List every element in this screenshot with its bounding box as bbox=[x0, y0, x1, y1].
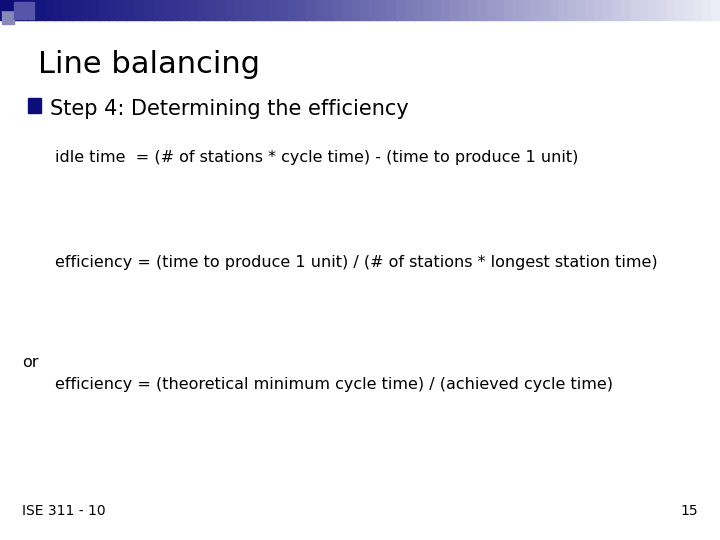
Text: ISE 311 - 10: ISE 311 - 10 bbox=[22, 504, 106, 518]
Bar bbox=[27, 0, 37, 20]
Bar bbox=[135, 0, 145, 20]
Bar bbox=[153, 0, 163, 20]
Bar bbox=[342, 0, 352, 20]
Bar bbox=[531, 0, 541, 20]
Bar bbox=[639, 0, 649, 20]
Bar bbox=[684, 0, 694, 20]
Bar bbox=[2, 10, 14, 24]
Bar bbox=[207, 0, 217, 20]
Bar bbox=[81, 0, 91, 20]
Bar bbox=[666, 0, 676, 20]
Bar bbox=[225, 0, 235, 20]
Text: 15: 15 bbox=[680, 504, 698, 518]
Bar bbox=[45, 0, 55, 20]
Bar bbox=[90, 0, 100, 20]
Bar bbox=[216, 0, 226, 20]
Bar bbox=[414, 0, 424, 20]
Bar bbox=[495, 0, 505, 20]
Bar bbox=[28, 98, 41, 113]
Bar bbox=[297, 0, 307, 20]
Bar bbox=[14, 2, 34, 19]
Bar bbox=[702, 0, 712, 20]
Bar bbox=[315, 0, 325, 20]
Bar bbox=[486, 0, 496, 20]
Bar bbox=[18, 0, 28, 20]
Bar bbox=[576, 0, 586, 20]
Bar bbox=[459, 0, 469, 20]
Bar bbox=[99, 0, 109, 20]
Bar bbox=[450, 0, 460, 20]
Bar bbox=[333, 0, 343, 20]
Bar bbox=[378, 0, 388, 20]
Bar bbox=[117, 0, 127, 20]
Text: idle time  = (# of stations * cycle time) - (time to produce 1 unit): idle time = (# of stations * cycle time)… bbox=[55, 150, 578, 165]
Bar bbox=[477, 0, 487, 20]
Bar bbox=[387, 0, 397, 20]
Bar bbox=[189, 0, 199, 20]
Bar bbox=[630, 0, 640, 20]
Bar bbox=[36, 0, 46, 20]
Bar bbox=[2, 0, 14, 10]
Bar bbox=[198, 0, 208, 20]
Bar bbox=[126, 0, 136, 20]
Bar bbox=[261, 0, 271, 20]
Bar bbox=[621, 0, 631, 20]
Bar bbox=[0, 0, 10, 20]
Bar bbox=[441, 0, 451, 20]
Bar bbox=[504, 0, 514, 20]
Bar bbox=[594, 0, 604, 20]
Bar bbox=[360, 0, 370, 20]
Bar bbox=[324, 0, 334, 20]
Bar bbox=[306, 0, 316, 20]
Bar bbox=[405, 0, 415, 20]
Bar bbox=[252, 0, 262, 20]
Bar bbox=[108, 0, 118, 20]
Bar bbox=[513, 0, 523, 20]
Bar bbox=[171, 0, 181, 20]
Bar bbox=[72, 0, 82, 20]
Bar bbox=[585, 0, 595, 20]
Text: Step 4: Determining the efficiency: Step 4: Determining the efficiency bbox=[50, 99, 409, 119]
Bar bbox=[351, 0, 361, 20]
Text: efficiency = (time to produce 1 unit) / (# of stations * longest station time): efficiency = (time to produce 1 unit) / … bbox=[55, 255, 657, 270]
Bar bbox=[9, 0, 19, 20]
Bar bbox=[549, 0, 559, 20]
Bar bbox=[675, 0, 685, 20]
Bar bbox=[540, 0, 550, 20]
Bar bbox=[522, 0, 532, 20]
Bar bbox=[288, 0, 298, 20]
Bar bbox=[603, 0, 613, 20]
Bar bbox=[612, 0, 622, 20]
Text: Line balancing: Line balancing bbox=[38, 50, 260, 79]
Bar bbox=[162, 0, 172, 20]
Bar bbox=[657, 0, 667, 20]
Bar bbox=[693, 0, 703, 20]
Bar bbox=[279, 0, 289, 20]
Bar bbox=[63, 0, 73, 20]
Bar bbox=[396, 0, 406, 20]
Bar bbox=[234, 0, 244, 20]
Bar bbox=[54, 0, 64, 20]
Bar bbox=[369, 0, 379, 20]
Bar bbox=[432, 0, 442, 20]
Bar bbox=[567, 0, 577, 20]
Text: efficiency = (theoretical minimum cycle time) / (achieved cycle time): efficiency = (theoretical minimum cycle … bbox=[55, 377, 613, 392]
Bar bbox=[468, 0, 478, 20]
Bar bbox=[558, 0, 568, 20]
Bar bbox=[243, 0, 253, 20]
Bar bbox=[144, 0, 154, 20]
Text: or: or bbox=[22, 355, 38, 370]
Bar bbox=[648, 0, 658, 20]
Bar bbox=[180, 0, 190, 20]
Bar bbox=[270, 0, 280, 20]
Bar bbox=[711, 0, 720, 20]
Bar bbox=[423, 0, 433, 20]
